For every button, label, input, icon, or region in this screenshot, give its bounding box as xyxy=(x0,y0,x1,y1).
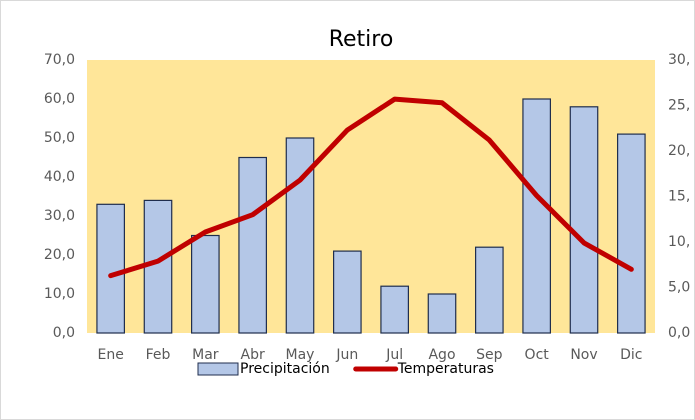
x-tick-label: Jun xyxy=(335,347,358,363)
x-tick-label: May xyxy=(286,347,315,363)
line xyxy=(108,96,634,279)
bar xyxy=(475,246,504,334)
chart-title: Retiro xyxy=(329,27,394,52)
y-tick-label: 70,0 xyxy=(44,52,75,68)
x-tick-label: Jul xyxy=(385,347,403,363)
bar xyxy=(143,199,173,334)
bar xyxy=(617,133,646,334)
y2-tick-label: 20, xyxy=(668,143,690,159)
legend-swatch xyxy=(197,362,239,376)
x-tick-label: Ene xyxy=(97,347,123,363)
x-tick-label: Abr xyxy=(241,347,265,363)
bar xyxy=(191,234,220,334)
bar xyxy=(569,106,599,334)
y-tick-label: 50,0 xyxy=(44,130,75,146)
bar xyxy=(427,293,457,334)
y2-tick-label: 25, xyxy=(668,98,690,114)
y2-tick-label: 30, xyxy=(668,52,690,68)
legend-label: Precipitación xyxy=(240,361,330,377)
x-tick-label: Dic xyxy=(620,347,642,363)
y-tick-label: 10,0 xyxy=(44,286,75,302)
x-tick-label: Mar xyxy=(192,347,219,363)
y-tick-label: 30,0 xyxy=(44,208,75,224)
bar xyxy=(333,250,362,334)
y-tick-label: 40,0 xyxy=(44,169,75,185)
bar xyxy=(380,285,409,334)
x-tick-label: Oct xyxy=(525,347,550,363)
x-tick-label: Feb xyxy=(146,347,171,363)
y-tick-label: 60,0 xyxy=(44,91,75,107)
bar xyxy=(522,98,551,334)
legend-label: Temperaturas xyxy=(397,361,494,377)
x-tick-label: Sep xyxy=(476,347,503,363)
x-tick-label: Ago xyxy=(428,347,455,363)
x-tick-label: Nov xyxy=(570,347,597,363)
y2-tick-label: 10, xyxy=(668,234,690,250)
y2-tick-label: 5,0 xyxy=(668,280,690,296)
y-tick-label: 20,0 xyxy=(44,247,75,263)
y-tick-label: 0,0 xyxy=(53,325,75,341)
bar xyxy=(96,203,125,334)
y2-tick-label: 0,0 xyxy=(668,325,690,341)
bar xyxy=(238,156,267,334)
y2-tick-label: 15, xyxy=(668,189,690,205)
plot-area xyxy=(87,60,655,333)
